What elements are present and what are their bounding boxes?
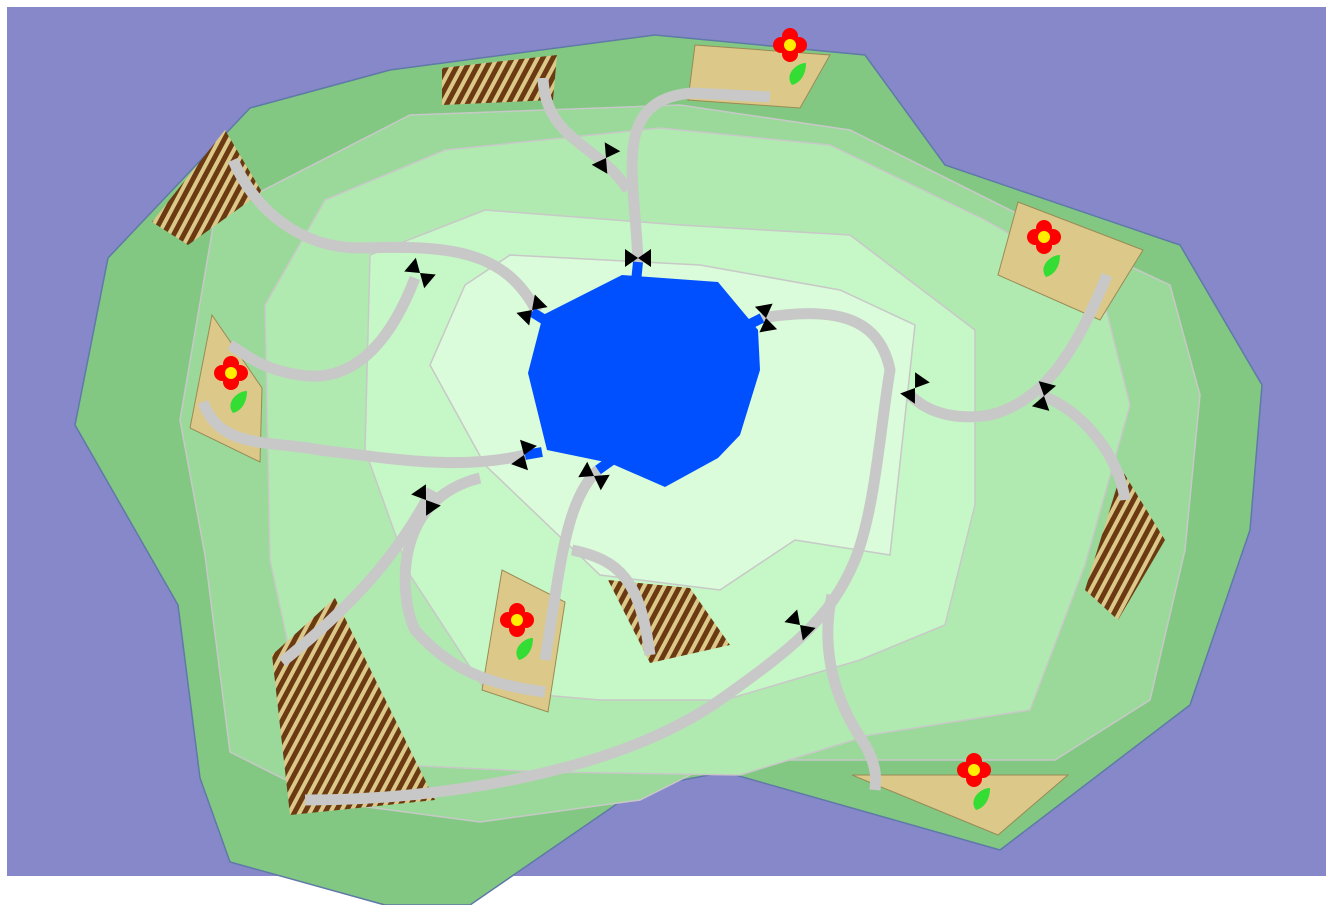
- flowers: [214, 28, 1061, 810]
- pipe: [822, 593, 882, 791]
- valves: [404, 142, 1057, 641]
- garden-south[interactable]: [481, 569, 566, 713]
- pipe: [906, 272, 1113, 423]
- flower-icon: [773, 28, 807, 85]
- flower-icon: [500, 603, 534, 660]
- valve[interactable]: [578, 461, 610, 491]
- field[interactable]: [152, 130, 262, 245]
- field[interactable]: [442, 55, 557, 105]
- pipe: [197, 399, 527, 469]
- pipe-network: [197, 77, 1131, 806]
- pipe: [399, 472, 546, 698]
- valve[interactable]: [404, 257, 436, 289]
- flower-icon: [957, 753, 991, 810]
- pipe: [626, 87, 771, 263]
- valve[interactable]: [754, 303, 778, 333]
- pipe: [304, 308, 896, 806]
- flower-icon: [214, 356, 248, 413]
- valve[interactable]: [900, 372, 930, 404]
- pipe: [537, 77, 633, 194]
- garden-west[interactable]: [189, 313, 263, 463]
- pipe: [539, 465, 602, 661]
- pipe: [227, 157, 542, 315]
- valve[interactable]: [784, 609, 816, 641]
- pipe: [227, 276, 421, 382]
- valve[interactable]: [1031, 381, 1057, 411]
- field[interactable]: [272, 598, 435, 815]
- valve[interactable]: [511, 439, 537, 471]
- pipe: [570, 544, 656, 656]
- valve[interactable]: [591, 142, 621, 174]
- valve[interactable]: [625, 249, 651, 267]
- central-lake[interactable]: [528, 275, 760, 487]
- field[interactable]: [1085, 470, 1165, 620]
- lake-connectors: [524, 261, 765, 475]
- flower-icon: [1027, 220, 1061, 277]
- valve[interactable]: [411, 484, 441, 516]
- pipe: [1038, 389, 1131, 501]
- valve[interactable]: [516, 294, 548, 326]
